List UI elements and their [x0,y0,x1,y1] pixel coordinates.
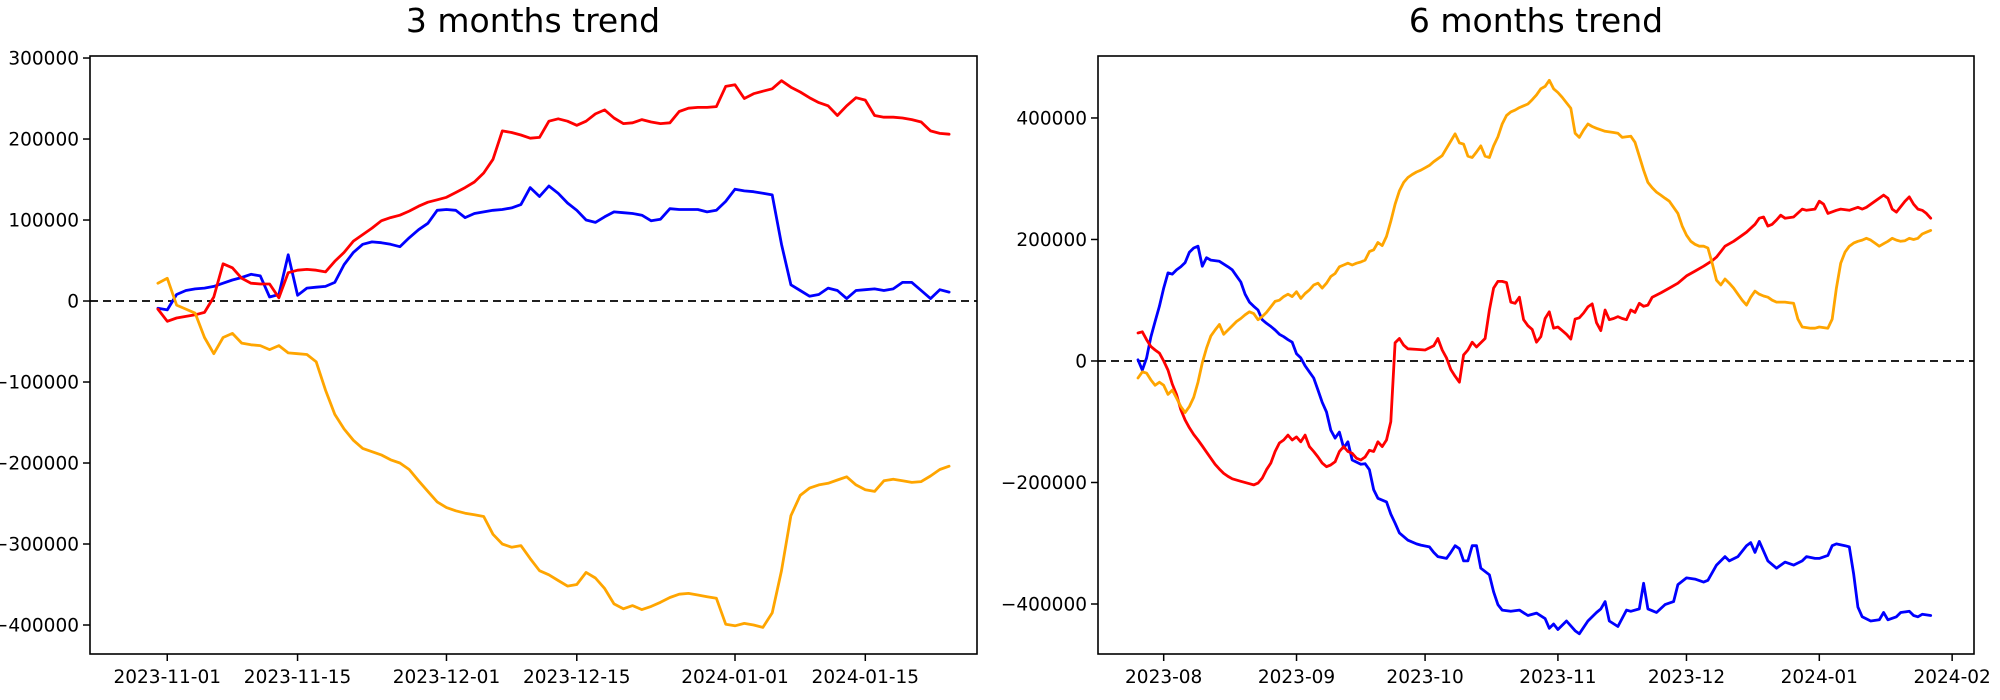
series-line-red [156,79,951,323]
y-tick-label: −200000 [1001,473,1087,494]
x-tick-label: 2023-12-15 [523,667,631,688]
axes-frame [1097,55,1975,655]
y-tick-label: −400000 [1001,594,1087,615]
plot-3-months-trend: 300000 200000 100000 0 −100000 −200000 −300000… [0,49,978,688]
x-tick-label: 2023-12 [1648,667,1725,688]
x-tick-label: 2023-11-15 [244,667,352,688]
series-line-blue [1136,244,1933,636]
y-tick-label: 200000 [8,130,79,151]
x-tick-label: 2024-01-15 [812,667,920,688]
chart-title-6-months: 6 months trend [1408,1,1664,40]
series-line-orange [1136,78,1933,415]
y-tick-label: 400000 [1016,108,1087,129]
y-tick-label: −300000 [0,535,79,556]
x-tick-label: 2023-11 [1519,667,1596,688]
x-tick-label: 2024-02 [1913,667,1990,688]
y-tick-label: 0 [1075,351,1087,372]
y-tick-label: 300000 [8,49,79,70]
x-tick-label: 2024-01-01 [681,667,789,688]
y-tick-label: −200000 [0,454,79,475]
y-tick-label: 0 [67,292,79,313]
series-line-red [1136,193,1933,487]
x-tick-label: 2024-01 [1781,667,1858,688]
plot-6-months-trend: 400000 200000 0 −200000 −400000 2023-08 2023-0… [1001,55,1991,688]
x-tick-label: 2023-09 [1258,667,1335,688]
y-tick-label: 200000 [1016,230,1087,251]
chart-title-3-months: 3 months trend [405,1,661,40]
y-tick-label: −100000 [0,373,79,394]
y-tick-label: −400000 [0,616,79,637]
axes-frame [89,55,978,655]
x-tick-label: 2023-08 [1125,667,1202,688]
series-line-orange [156,276,951,629]
series-line-blue [156,184,951,312]
x-tick-label: 2023-10 [1386,667,1463,688]
x-tick-label: 2023-11-01 [113,667,221,688]
x-tick-label: 2023-12-01 [393,667,501,688]
y-tick-label: 100000 [8,211,79,232]
